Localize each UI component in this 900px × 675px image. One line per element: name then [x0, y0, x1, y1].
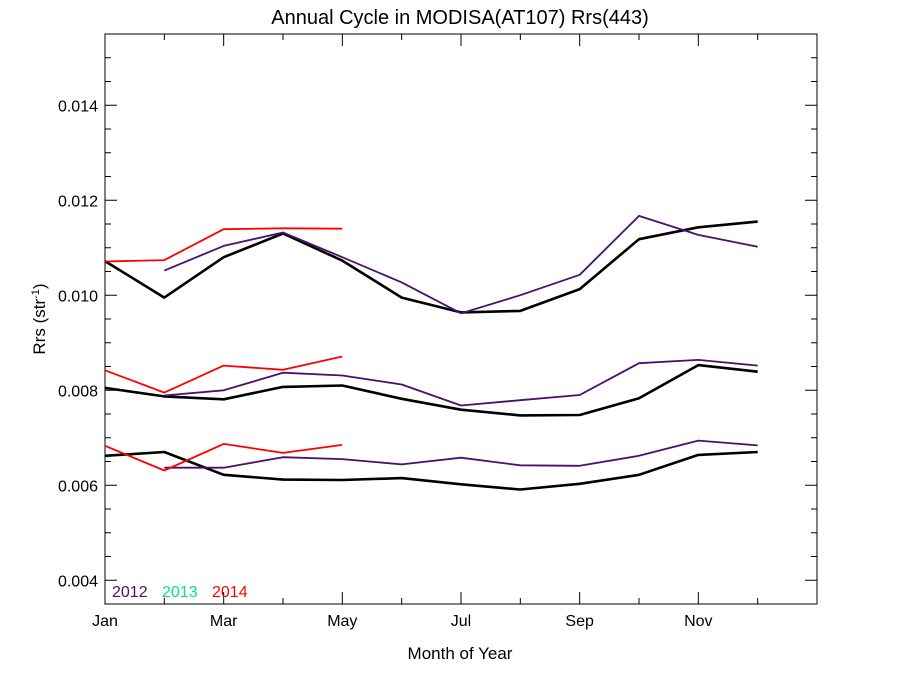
y-axis-label-main: Rrs (str: [30, 299, 49, 355]
series-line-lower-8: [104, 442, 343, 472]
series-line-lower-7: [164, 439, 758, 469]
series-line-upper-1: [163, 214, 758, 315]
y-tick-label: 0.010: [58, 288, 98, 305]
x-tick-label: Mar: [210, 613, 238, 630]
series-lines: [104, 214, 758, 491]
legend: 2012 2013 2014: [112, 584, 248, 601]
legend-entry-2014: 2014: [212, 584, 248, 601]
x-tick-label: Jul: [451, 613, 471, 630]
legend-entry-2013: 2013: [162, 584, 198, 601]
x-axis-label: Month of Year: [408, 644, 513, 663]
y-axis-label-exponent: -1: [30, 289, 42, 299]
series-line-lower-6: [104, 450, 758, 491]
series-line-middle-4: [164, 358, 758, 407]
y-axis: 0.004 0.006 0.008 0.010 0.012 0.014: [58, 33, 817, 605]
y-axis-label-end: ): [30, 283, 49, 289]
y-tick-label: 0.012: [58, 193, 98, 210]
x-tick-label: Sep: [565, 613, 594, 630]
chart-title: Annual Cycle in MODISA(AT107) Rrs(443): [271, 7, 649, 29]
series-line-middle-5: [104, 355, 343, 394]
legend-entry-2012: 2012: [112, 584, 148, 601]
series-line-upper-0: [104, 220, 758, 314]
y-axis-label: Rrs (str-1): [30, 283, 49, 354]
x-tick-label: Nov: [684, 613, 712, 630]
plot-frame: [104, 33, 818, 605]
series-line-middle-3: [104, 363, 758, 417]
y-tick-label: 0.014: [58, 98, 98, 115]
x-tick-label: Jan: [92, 613, 118, 630]
x-axis: Jan Mar May Jul Sep Nov: [92, 34, 818, 630]
y-tick-label: 0.008: [58, 383, 98, 400]
y-tick-label: 0.006: [58, 478, 98, 495]
series-line-upper-2: [104, 227, 343, 263]
x-tick-label: May: [327, 613, 357, 630]
y-tick-label: 0.004: [58, 573, 98, 590]
